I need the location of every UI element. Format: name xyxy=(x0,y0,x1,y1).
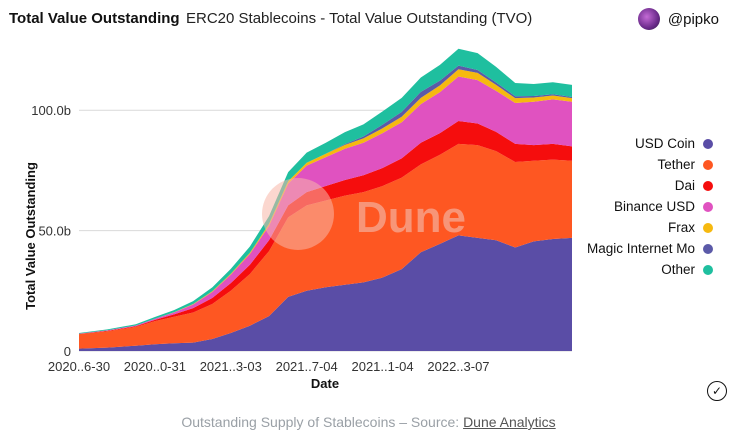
chart-subtitle: ERC20 Stablecoins - Total Value Outstand… xyxy=(186,10,533,27)
verified-check-icon[interactable]: ✓ xyxy=(707,381,727,401)
y-tick-label: 100.0b xyxy=(31,103,71,118)
legend-swatch xyxy=(703,201,713,212)
area-tether xyxy=(79,143,572,349)
legend-label: USD Coin xyxy=(634,136,695,151)
legend-swatch xyxy=(703,243,713,254)
x-tick-label: 2020..6-30 xyxy=(48,359,110,374)
dune-watermark: Dune xyxy=(262,178,466,250)
y-tick-label: 0 xyxy=(64,344,71,359)
legend-swatch xyxy=(703,222,713,233)
legend-label: Tether xyxy=(657,157,695,172)
legend-item-binance-usd[interactable]: Binance USD xyxy=(583,196,713,217)
x-tick-label: 2020..0-31 xyxy=(124,359,186,374)
legend-item-dai[interactable]: Dai xyxy=(583,175,713,196)
dune-analytics-link[interactable]: Dune Analytics xyxy=(463,414,556,430)
area-usd-coin xyxy=(79,235,572,351)
caption-text: Outstanding Supply of Stablecoins – Sour… xyxy=(181,414,464,430)
legend-item-usd-coin[interactable]: USD Coin xyxy=(583,133,713,154)
legend-item-other[interactable]: Other xyxy=(583,259,713,280)
x-tick-label: 2022..3-07 xyxy=(427,359,489,374)
x-axis-label: Date xyxy=(311,376,339,391)
x-tick-label: 2021..3-03 xyxy=(200,359,262,374)
x-axis: 2020..6-30 2020..0-31 2021..3-03 2021..7-04… xyxy=(48,359,490,374)
legend-item-frax[interactable]: Frax xyxy=(583,217,713,238)
chart-title: Total Value Outstanding xyxy=(9,10,180,27)
avatar[interactable] xyxy=(637,8,660,30)
source-caption: Outstanding Supply of Stablecoins – Sour… xyxy=(0,414,737,430)
dune-logo-icon xyxy=(262,178,334,250)
legend-label: Magic Internet Mo xyxy=(586,241,695,256)
chart-header: Total Value Outstanding ERC20 Stablecoin… xyxy=(0,0,737,36)
legend-swatch xyxy=(703,180,713,191)
legend-label: Other xyxy=(661,262,695,277)
user-badge[interactable]: @pipko xyxy=(637,8,719,30)
watermark-text: Dune xyxy=(356,193,466,242)
legend-swatch xyxy=(703,159,713,170)
y-axis: 0 50.0b 100.0b xyxy=(31,103,71,359)
y-axis-label: Total Value Outstanding xyxy=(23,162,38,310)
username[interactable]: @pipko xyxy=(667,10,719,28)
x-tick-label: 2021..1-04 xyxy=(351,359,413,374)
legend-label: Frax xyxy=(668,220,695,235)
stacked-areas xyxy=(79,48,572,351)
legend-swatch xyxy=(703,138,713,149)
legend-item-magic-internet-money[interactable]: Magic Internet Mo xyxy=(583,238,713,259)
y-tick-label: 50.0b xyxy=(38,224,71,239)
legend-label: Binance USD xyxy=(613,199,695,214)
legend-item-tether[interactable]: Tether xyxy=(583,154,713,175)
legend-label: Dai xyxy=(674,178,695,193)
x-tick-label: 2021..7-04 xyxy=(276,359,338,374)
legend: USD Coin Tether Dai Binance USD Frax Magic In… xyxy=(583,133,713,280)
legend-swatch xyxy=(703,264,713,275)
